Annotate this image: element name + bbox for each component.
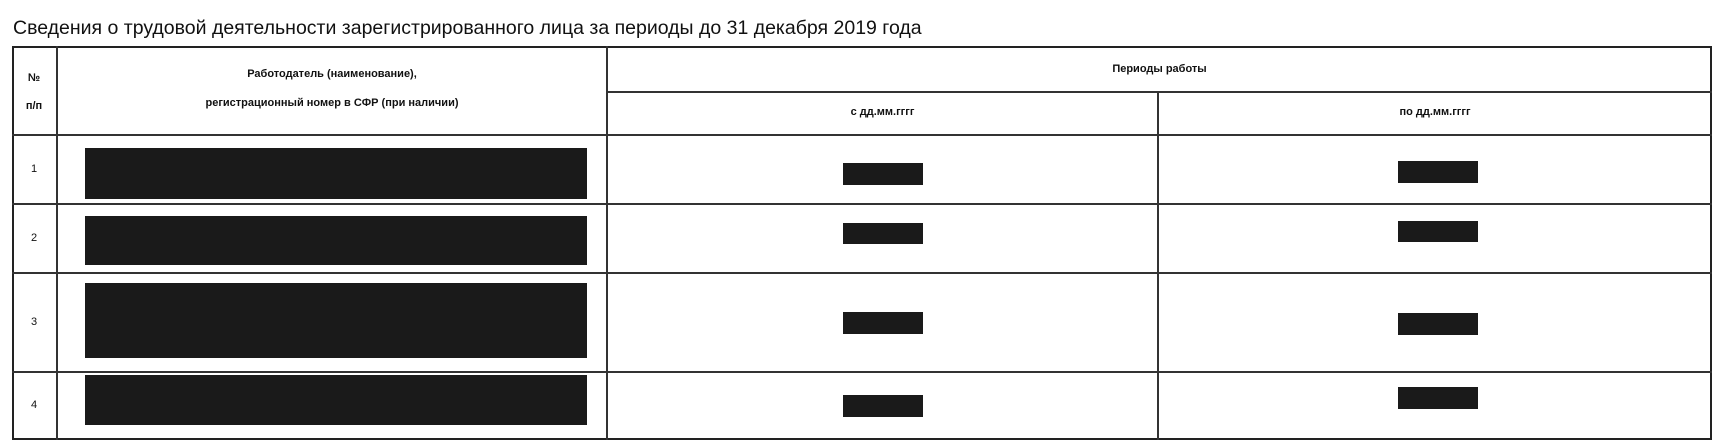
row-number: 3 [30,316,38,328]
header-num: № п/п [25,72,43,112]
header-periods: Периоды работы [1112,63,1207,75]
redacted-date-to [1398,387,1478,409]
row-number: 2 [30,232,38,244]
redacted-employer [85,283,587,358]
divider [1157,92,1159,440]
redacted-date-from [843,395,923,417]
divider [12,134,1712,136]
header-to: по дд.мм.гггг [1399,106,1471,118]
row-number: 4 [30,399,38,411]
divider [56,46,58,440]
document-title: Сведения о трудовой деятельности зарегис… [13,17,922,39]
divider [606,46,608,440]
redacted-employer [85,216,587,265]
employment-table [12,46,1712,440]
divider [12,272,1712,274]
header-employer: Работодатель (наименование), регистрацио… [205,68,459,109]
redacted-date-to [1398,313,1478,335]
divider [606,91,1712,93]
row-number: 1 [30,163,38,175]
redacted-date-from [843,163,923,185]
divider [12,371,1712,373]
redacted-date-from [843,223,923,244]
header-from: с дд.мм.гггг [850,106,915,118]
redacted-date-to [1398,221,1478,242]
redacted-date-from [843,312,923,334]
redacted-date-to [1398,161,1478,183]
redacted-employer [85,375,587,425]
divider [12,203,1712,205]
redacted-employer [85,148,587,199]
